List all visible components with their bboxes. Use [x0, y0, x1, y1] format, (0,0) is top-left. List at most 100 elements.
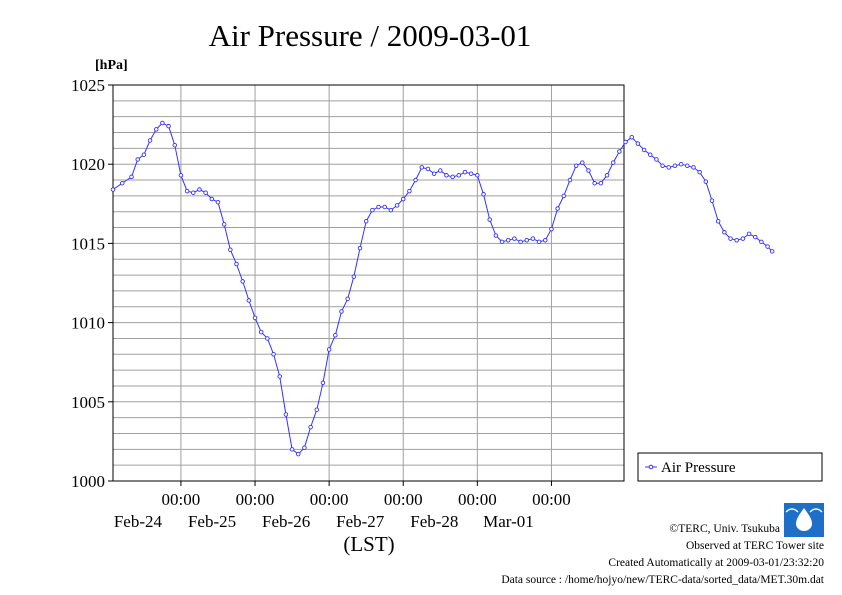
data-source-text: Data source : /home/hojyo/new/TERC-data/… — [501, 574, 824, 586]
data-point — [512, 236, 517, 241]
legend: Air Pressure — [637, 452, 823, 482]
data-point — [345, 296, 350, 302]
data-point — [160, 120, 165, 126]
data-point — [339, 309, 344, 314]
data-point — [586, 168, 591, 173]
data-point — [654, 157, 659, 162]
data-point — [623, 139, 628, 145]
data-point — [314, 407, 320, 412]
data-point — [197, 187, 202, 192]
data-point — [258, 329, 264, 335]
data-point — [728, 236, 733, 241]
data-point — [573, 163, 579, 169]
data-point — [703, 179, 709, 184]
data-point — [617, 149, 622, 154]
terc-logo — [784, 503, 824, 537]
data-point — [765, 244, 770, 249]
data-point — [184, 188, 190, 194]
data-point — [481, 192, 486, 197]
data-point — [487, 217, 492, 222]
data-point — [221, 222, 227, 227]
data-point — [351, 274, 357, 279]
y-tick-label: 1025 — [71, 76, 105, 95]
data-point — [722, 230, 727, 235]
data-point — [178, 173, 184, 178]
data-point — [191, 190, 196, 195]
data-point — [147, 138, 153, 143]
data-point — [468, 171, 474, 176]
data-point — [283, 412, 289, 417]
y-tick-label: 1000 — [71, 472, 105, 491]
data-point — [580, 160, 585, 165]
data-point — [215, 199, 221, 205]
observed-text: Observed at TERC Tower site — [686, 540, 824, 552]
data-point — [333, 333, 338, 338]
series-line — [112, 122, 773, 455]
data-point — [289, 447, 295, 452]
data-point — [240, 279, 245, 284]
data-point — [715, 218, 721, 224]
x-axis-ticks: 00:00Feb-2400:00Feb-2500:00Feb-2600:00Fe… — [114, 481, 571, 531]
data-point — [265, 336, 270, 341]
data-point — [388, 207, 394, 213]
x-tick-date: Feb-24 — [114, 512, 163, 531]
plot-frame — [112, 84, 625, 482]
data-point — [153, 127, 159, 132]
data-point — [592, 180, 597, 186]
data-point — [234, 261, 239, 267]
data-point — [166, 123, 171, 129]
data-point — [518, 239, 523, 245]
data-point — [308, 424, 313, 430]
created-text: Created Automatically at 2009-03-01/23:3… — [608, 557, 824, 569]
data-point — [752, 234, 758, 240]
y-axis-ticks: 1000 1005 1010 1015 1020 1025 — [71, 76, 113, 491]
x-tick-date: Feb-25 — [188, 512, 236, 531]
x-tick-date: Feb-28 — [410, 512, 458, 531]
legend-box — [637, 452, 823, 482]
data-point — [505, 237, 511, 243]
data-point — [172, 142, 178, 148]
data-point — [678, 161, 684, 167]
data-point — [394, 203, 400, 208]
data-point — [209, 196, 215, 202]
data-point — [302, 445, 307, 450]
x-tick-time: 00:00 — [384, 490, 423, 509]
data-point — [672, 163, 678, 169]
y-tick-label: 1005 — [71, 393, 105, 412]
data-point — [135, 157, 140, 162]
data-point — [203, 190, 208, 195]
data-point — [561, 193, 567, 199]
x-axis-label: (LST) — [343, 532, 394, 556]
chart-title: Air Pressure / 2009-03-01 — [209, 18, 532, 53]
data-point — [382, 204, 387, 210]
data-point — [419, 165, 425, 170]
data-point — [641, 147, 647, 153]
x-tick-time: 00:00 — [162, 490, 201, 509]
series-air-pressure — [110, 120, 775, 457]
legend-marker-swatch — [648, 464, 654, 470]
data-point — [685, 163, 690, 169]
data-point — [462, 169, 468, 175]
data-point — [709, 198, 715, 203]
data-point — [629, 135, 634, 140]
data-point — [296, 451, 301, 457]
data-point — [604, 173, 610, 178]
x-tick-date: Feb-27 — [336, 512, 385, 531]
data-point — [456, 173, 462, 178]
data-point — [660, 163, 665, 169]
data-point — [370, 207, 375, 213]
data-point — [567, 177, 573, 183]
data-point — [543, 237, 548, 243]
data-point — [530, 236, 536, 241]
data-point — [598, 180, 604, 186]
data-point — [129, 174, 134, 180]
data-point — [524, 237, 529, 243]
x-tick-time: 00:00 — [532, 490, 571, 509]
legend-label: Air Pressure — [661, 460, 736, 476]
y-tick-label: 1015 — [71, 234, 105, 253]
y-axis-unit: [hPa] — [95, 58, 128, 73]
data-point — [413, 177, 418, 183]
vertical-gridlines — [180, 85, 552, 481]
data-point — [536, 239, 542, 245]
